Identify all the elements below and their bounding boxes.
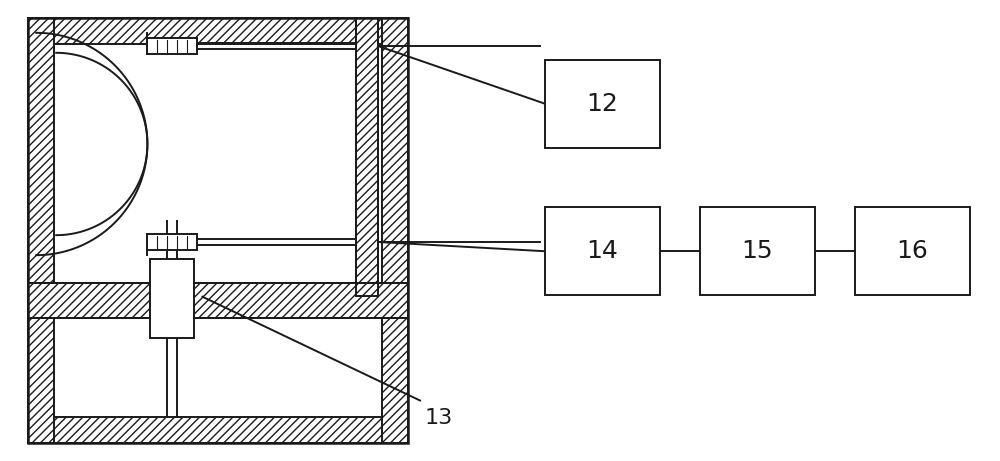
Bar [28, 18, 408, 443]
Bar [150, 260, 194, 338]
Bar [54, 44, 382, 417]
Bar [28, 283, 408, 318]
Text: 13: 13 [425, 408, 453, 429]
Bar [147, 234, 197, 250]
Bar [356, 18, 378, 296]
Bar [28, 18, 54, 443]
Bar [356, 18, 378, 296]
Bar [147, 38, 197, 54]
Text: 12: 12 [587, 92, 618, 116]
Text: 14: 14 [587, 239, 618, 263]
Text: 16: 16 [897, 239, 928, 263]
Bar [855, 207, 970, 295]
Bar [28, 283, 408, 318]
Bar [28, 18, 408, 44]
Text: 15: 15 [742, 239, 773, 263]
Bar [545, 207, 660, 295]
Bar [545, 60, 660, 148]
Bar [382, 18, 408, 443]
Bar [700, 207, 815, 295]
Bar [28, 417, 408, 443]
